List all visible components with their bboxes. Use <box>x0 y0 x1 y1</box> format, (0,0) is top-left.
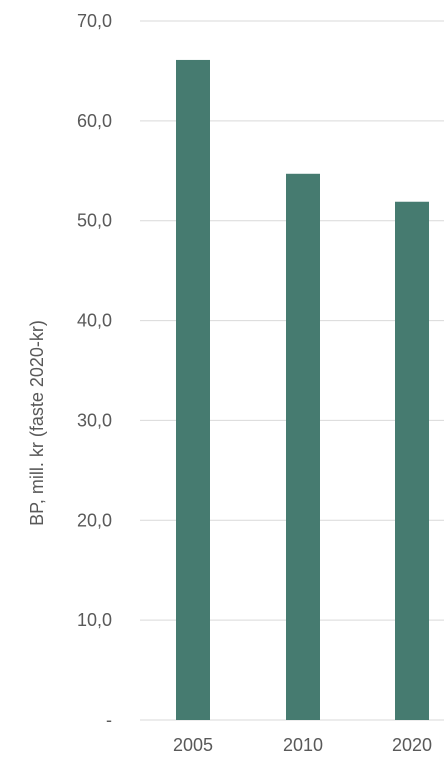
x-tick-label: 2010 <box>283 735 323 755</box>
y-axis-ticks: - 10,0 20,0 30,0 40,0 50,0 60,0 70,0 <box>77 11 112 730</box>
y-tick-label: 60,0 <box>77 111 112 131</box>
y-tick-label: 20,0 <box>77 510 112 530</box>
y-tick-label: - <box>106 710 112 730</box>
x-tick-label: 2020 <box>392 735 432 755</box>
y-axis-title: BP, mill. kr (faste 2020-kr) <box>27 320 47 526</box>
y-tick-label: 10,0 <box>77 610 112 630</box>
y-tick-label: 40,0 <box>77 311 112 331</box>
x-tick-label: 2005 <box>173 735 213 755</box>
y-tick-label: 30,0 <box>77 410 112 430</box>
y-tick-label: 70,0 <box>77 11 112 31</box>
bar-2020 <box>395 201 429 720</box>
x-axis-ticks: 2005 2010 2020 <box>173 735 432 755</box>
bar-2010 <box>286 173 320 720</box>
y-tick-label: 50,0 <box>77 211 112 231</box>
bar-2005 <box>176 59 210 721</box>
bars <box>176 59 429 721</box>
